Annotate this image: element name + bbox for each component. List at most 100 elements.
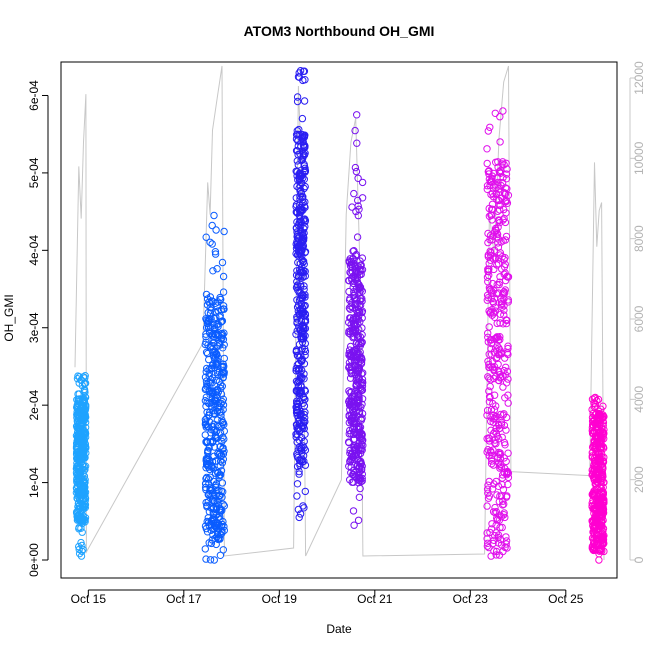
data-point (492, 289, 501, 298)
data-point (495, 185, 503, 193)
data-point (202, 498, 210, 507)
data-point (358, 314, 366, 322)
series-1-points (72, 372, 90, 560)
data-point (486, 447, 495, 455)
data-point (599, 419, 608, 427)
data-point (499, 485, 508, 494)
data-point (80, 407, 88, 415)
secondary-y-axis: 0 2000 4000 6000 8000 10000 12000 (629, 61, 646, 563)
data-point (299, 234, 308, 242)
data-point (493, 491, 501, 499)
data-point (498, 194, 506, 202)
data-point (350, 259, 358, 268)
data-point (590, 521, 599, 529)
data-point (589, 536, 598, 544)
data-point (202, 464, 210, 472)
data-point (295, 397, 304, 405)
data-point (202, 233, 210, 241)
data-point (292, 194, 300, 202)
data-point (358, 414, 366, 422)
y-axis-label: OH_GMI (2, 294, 16, 341)
data-point (219, 272, 228, 281)
data-point (297, 300, 305, 309)
data-point (358, 432, 366, 440)
data-point (358, 375, 367, 384)
data-point (80, 398, 89, 406)
data-point (220, 227, 228, 236)
data-point (219, 450, 228, 458)
data-point (201, 418, 210, 426)
data-point (354, 280, 362, 288)
data-point (503, 469, 512, 477)
data-point (500, 205, 508, 214)
data-point (496, 113, 504, 121)
data-point (502, 316, 510, 324)
data-point (502, 426, 510, 434)
data-point (295, 244, 303, 252)
data-point (217, 318, 225, 326)
data-point (348, 450, 356, 458)
y-tick-label: 5e-04 (27, 157, 41, 188)
data-point (202, 475, 210, 483)
data-point (496, 206, 504, 214)
data-point (487, 460, 496, 468)
secondary-y-tick-label: 0 (632, 556, 646, 563)
data-point (593, 478, 602, 486)
data-point (346, 446, 354, 455)
data-point (599, 524, 608, 533)
data-point (355, 403, 363, 411)
data-point (355, 493, 364, 501)
data-point (298, 373, 306, 382)
data-point (217, 487, 226, 495)
data-point (499, 471, 507, 479)
data-point (202, 423, 210, 431)
data-point (211, 497, 219, 505)
data-point (491, 503, 499, 512)
data-point (357, 337, 365, 345)
x-axis-label: Date (326, 622, 352, 636)
data-point (501, 286, 509, 294)
data-point (502, 232, 511, 241)
data-point (295, 420, 304, 428)
data-point (499, 497, 507, 505)
data-point (73, 436, 82, 444)
data-point (296, 389, 305, 397)
data-point (597, 449, 606, 458)
data-point (293, 361, 301, 369)
data-point (203, 398, 211, 406)
data-point (213, 350, 221, 358)
data-point (78, 491, 86, 499)
data-point (486, 256, 495, 264)
data-point (483, 411, 491, 419)
data-point (76, 503, 85, 512)
data-point (351, 274, 359, 282)
data-point (206, 293, 215, 301)
data-point (349, 413, 358, 421)
data-point (486, 285, 494, 294)
data-point (493, 174, 501, 182)
data-point (219, 373, 227, 381)
data-point (353, 233, 362, 241)
data-point (502, 170, 511, 178)
data-point (489, 299, 498, 307)
data-point (77, 436, 86, 445)
data-point (354, 399, 362, 408)
data-point (218, 258, 227, 267)
data-point (498, 253, 506, 261)
data-point (351, 126, 359, 135)
data-point (295, 73, 304, 81)
data-point (296, 510, 305, 518)
data-point (484, 265, 492, 273)
y-tick-label: 2e-04 (27, 389, 41, 420)
series-3-points (292, 67, 310, 522)
data-point (75, 549, 84, 558)
data-point (485, 437, 494, 445)
data-point (354, 305, 363, 314)
data-point (295, 211, 304, 220)
data-point (77, 538, 85, 547)
data-point (207, 297, 216, 305)
data-point (301, 293, 309, 301)
data-point (588, 449, 596, 457)
data-point (487, 413, 495, 421)
